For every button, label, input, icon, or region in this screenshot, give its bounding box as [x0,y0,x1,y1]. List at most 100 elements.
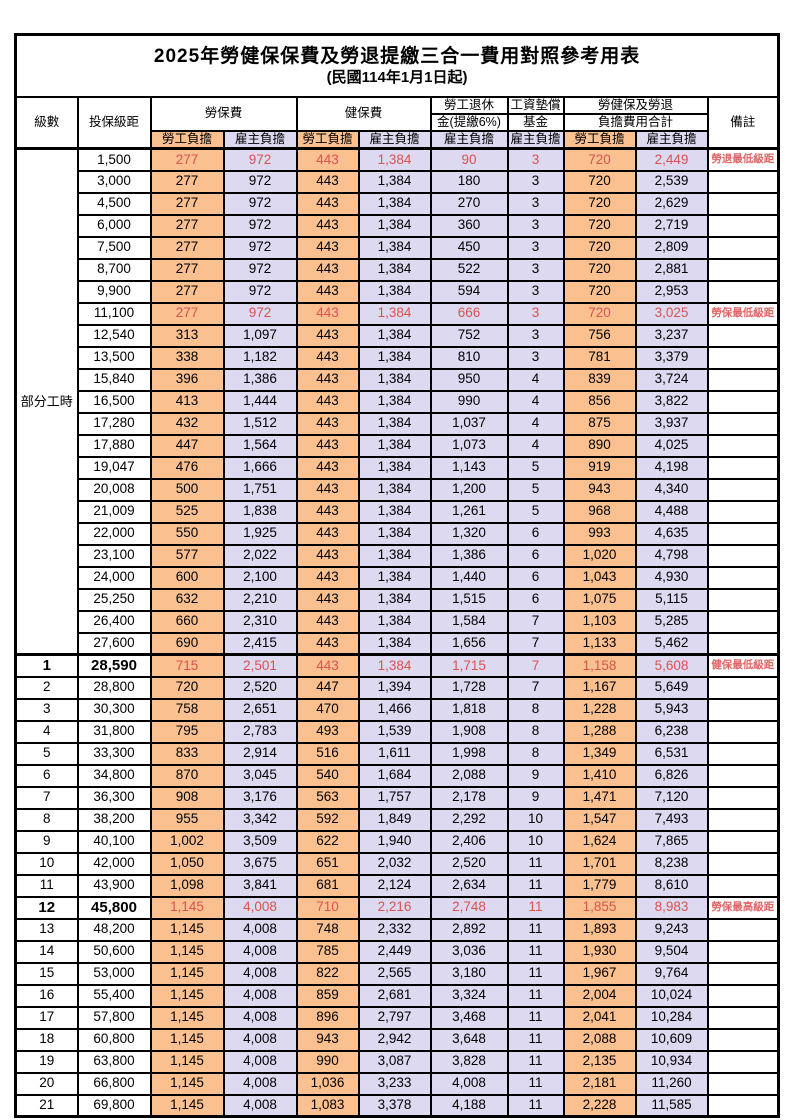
table-row: 6 34,800 870 3,045 540 1,684 2,088 9 1,410 6,826 [14,763,780,788]
cell-pension-employer: 2,178 [429,785,509,810]
cell-li-employer: 4,008 [222,1093,298,1118]
cell-bracket: 33,300 [76,741,152,766]
cell-total-employer: 2,953 [634,279,709,304]
cell-bracket: 55,400 [76,983,152,1008]
cell-hi-employer: 1,384 [357,631,432,656]
cell-total-employer: 5,115 [634,587,709,612]
cell-total-employer: 9,243 [634,917,709,942]
title-row: 2025年勞健保保費及勞退提繳三合一費用對照參考用表 (民國114年1月1日起) [14,33,780,98]
table-row: 20 66,800 1,145 4,008 1,036 3,233 4,008 11 2,181… [14,1071,780,1096]
cell-total-employee: 2,041 [562,1005,637,1030]
cell-total-employee: 1,103 [562,609,637,634]
cell-hi-employer: 1,384 [357,433,432,458]
cell-total-employer: 2,809 [634,235,709,260]
cell-total-employee: 720 [562,147,637,172]
cell-remark [706,367,780,392]
reference-sheet: 2025年勞健保保費及勞退提繳三合一費用對照參考用表 (民國114年1月1日起)… [14,33,781,1118]
cell-remark [706,257,780,282]
cell-hi-employer: 1,384 [357,609,432,634]
cell-hi-employee: 443 [295,169,360,194]
cell-remark [706,1005,780,1030]
cell-pension-employer: 4,188 [429,1093,509,1118]
cell-li-employee: 277 [149,191,225,216]
cell-total-employer: 7,493 [634,807,709,832]
cell-fund-employer: 3 [506,213,565,238]
part-time-label: 部分工時 [14,147,79,656]
cell-total-employee: 856 [562,389,637,414]
cell-hi-employer: 3,378 [357,1093,432,1118]
table-row: 11,100 277 972 443 1,384 666 3 720 3,025 勞保最低級距 [16,301,780,326]
cell-level: 5 [14,741,79,766]
cell-li-employer: 2,415 [222,631,298,656]
cell-li-employer: 1,751 [222,477,298,502]
cell-pension-employer: 1,515 [429,587,509,612]
cell-remark [706,807,780,832]
cell-hi-employee: 470 [295,697,360,722]
cell-hi-employer: 2,216 [357,895,432,920]
subheader-hi-employer: 雇主負擔 [357,130,432,150]
cell-li-employee: 715 [149,653,225,678]
cell-total-employee: 890 [562,433,637,458]
cell-level: 9 [14,829,79,854]
table-row: 4,500 277 972 443 1,384 270 3 720 2,629 [16,191,780,216]
cell-hi-employer: 1,384 [357,279,432,304]
cell-pension-employer: 90 [429,147,509,172]
cell-total-employee: 720 [562,213,637,238]
subheader-fund-employer: 雇主負擔 [506,130,565,150]
cell-remark [706,543,780,568]
cell-hi-employer: 1,384 [357,521,432,546]
cell-total-employer: 2,881 [634,257,709,282]
cell-bracket: 25,250 [76,587,152,612]
cell-li-employer: 3,509 [222,829,298,854]
cell-pension-employer: 360 [429,213,509,238]
cell-total-employee: 839 [562,367,637,392]
cell-hi-employee: 443 [295,543,360,568]
cell-li-employer: 2,914 [222,741,298,766]
cell-li-employer: 1,838 [222,499,298,524]
cell-pension-employer: 666 [429,301,509,326]
cell-fund-employer: 11 [506,873,565,898]
cell-pension-employer: 2,088 [429,763,509,788]
cell-remark [706,631,780,656]
subheader-li-employee: 勞工負擔 [149,130,225,150]
cell-total-employer: 3,822 [634,389,709,414]
cell-hi-employee: 443 [295,411,360,436]
col-header-wage-fund-line1: 工資墊償 [506,96,565,115]
cell-bracket: 21,009 [76,499,152,524]
cell-pension-employer: 522 [429,257,509,282]
cell-li-employer: 3,176 [222,785,298,810]
cell-fund-employer: 8 [506,741,565,766]
cell-pension-employer: 1,728 [429,675,509,700]
cell-fund-employer: 4 [506,411,565,436]
cell-level: 14 [14,939,79,964]
col-header-wage-fund-line2: 基金 [506,113,565,132]
cell-level: 7 [14,785,79,810]
table-row: 25,250 632 2,210 443 1,384 1,515 6 1,075 5,115 [16,587,780,612]
cell-hi-employer: 1,384 [357,389,432,414]
table-row: 19 63,800 1,145 4,008 990 3,087 3,828 11 2,135 10… [14,1049,780,1074]
cell-remark [706,411,780,436]
cell-total-employer: 8,983 [634,895,709,920]
cell-hi-employer: 1,539 [357,719,432,744]
cell-remark [706,1027,780,1052]
cell-fund-employer: 3 [506,279,565,304]
cell-li-employee: 1,002 [149,829,225,854]
cell-hi-employee: 443 [295,323,360,348]
cell-bracket: 19,047 [76,455,152,480]
cell-total-employee: 1,701 [562,851,637,876]
cell-bracket: 16,500 [76,389,152,414]
cell-remark [706,763,780,788]
cell-hi-employee: 540 [295,763,360,788]
cell-li-employee: 447 [149,433,225,458]
cell-hi-employee: 443 [295,257,360,282]
cell-hi-employee: 681 [295,873,360,898]
cell-hi-employer: 1,384 [357,235,432,260]
cell-li-employer: 4,008 [222,983,298,1008]
cell-fund-employer: 9 [506,763,565,788]
cell-bracket: 63,800 [76,1049,152,1074]
cell-li-employer: 4,008 [222,1071,298,1096]
cell-remark [706,1071,780,1096]
cell-li-employee: 632 [149,587,225,612]
cell-fund-employer: 11 [506,917,565,942]
cell-bracket: 38,200 [76,807,152,832]
